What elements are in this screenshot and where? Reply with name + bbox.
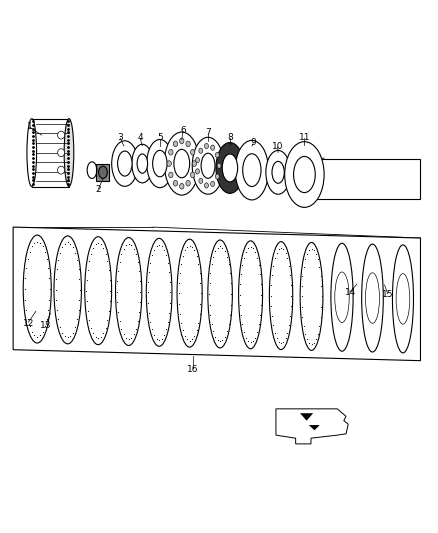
Ellipse shape (235, 140, 268, 200)
Ellipse shape (169, 149, 173, 155)
Ellipse shape (211, 181, 215, 187)
Ellipse shape (186, 180, 190, 186)
Ellipse shape (269, 241, 293, 350)
Ellipse shape (195, 169, 199, 174)
Ellipse shape (205, 143, 208, 149)
Ellipse shape (112, 141, 138, 187)
Ellipse shape (199, 148, 203, 154)
Ellipse shape (173, 141, 178, 147)
Text: 15: 15 (382, 290, 393, 300)
Text: 3: 3 (117, 133, 124, 142)
Ellipse shape (147, 140, 173, 188)
Ellipse shape (392, 245, 413, 353)
Ellipse shape (199, 178, 203, 183)
Ellipse shape (293, 157, 315, 192)
Ellipse shape (59, 264, 77, 315)
Text: 11: 11 (299, 133, 310, 142)
Ellipse shape (54, 236, 81, 344)
Text: 10: 10 (272, 142, 283, 150)
Ellipse shape (169, 172, 173, 178)
Polygon shape (276, 409, 348, 444)
Ellipse shape (186, 141, 190, 147)
Text: 5: 5 (157, 133, 163, 142)
Ellipse shape (215, 174, 219, 179)
Text: 13: 13 (40, 321, 52, 330)
Ellipse shape (205, 183, 208, 188)
Ellipse shape (181, 268, 198, 318)
Ellipse shape (285, 142, 324, 207)
Ellipse shape (85, 237, 112, 345)
Ellipse shape (272, 161, 284, 183)
Text: 14: 14 (345, 288, 356, 297)
Ellipse shape (180, 138, 184, 144)
Polygon shape (13, 227, 420, 361)
Ellipse shape (192, 138, 224, 194)
Ellipse shape (362, 244, 383, 352)
Ellipse shape (117, 151, 132, 176)
Ellipse shape (89, 265, 107, 316)
Text: 6: 6 (180, 126, 186, 135)
Ellipse shape (335, 272, 349, 322)
Ellipse shape (216, 142, 244, 193)
Ellipse shape (211, 145, 215, 150)
Ellipse shape (167, 161, 171, 166)
Ellipse shape (195, 158, 199, 163)
Ellipse shape (173, 180, 178, 186)
Text: 8: 8 (227, 133, 233, 142)
Ellipse shape (208, 240, 233, 348)
Ellipse shape (191, 172, 195, 178)
Text: 4: 4 (138, 133, 143, 142)
Ellipse shape (58, 131, 65, 139)
Ellipse shape (192, 161, 197, 166)
Ellipse shape (164, 132, 199, 195)
Ellipse shape (28, 264, 46, 314)
Ellipse shape (58, 166, 65, 174)
Ellipse shape (180, 183, 184, 189)
Text: 9: 9 (250, 139, 256, 148)
Ellipse shape (243, 270, 258, 320)
Text: 16: 16 (187, 365, 198, 374)
Text: 7: 7 (205, 128, 211, 138)
Ellipse shape (151, 267, 167, 318)
Text: 2: 2 (96, 185, 101, 195)
Ellipse shape (27, 119, 36, 187)
Ellipse shape (152, 150, 167, 177)
Ellipse shape (174, 149, 190, 178)
Ellipse shape (64, 119, 74, 187)
Ellipse shape (137, 154, 148, 173)
Polygon shape (309, 425, 320, 430)
Bar (96, 164, 110, 181)
Ellipse shape (23, 235, 51, 343)
Text: 12: 12 (23, 319, 34, 328)
Ellipse shape (266, 150, 290, 194)
Ellipse shape (116, 238, 142, 345)
Ellipse shape (132, 144, 153, 183)
Ellipse shape (239, 241, 262, 349)
Ellipse shape (300, 243, 323, 350)
Ellipse shape (273, 270, 289, 321)
Ellipse shape (304, 271, 319, 322)
Ellipse shape (58, 149, 65, 157)
Ellipse shape (365, 273, 379, 324)
Ellipse shape (177, 239, 202, 347)
Ellipse shape (146, 238, 172, 346)
Ellipse shape (243, 154, 261, 187)
Polygon shape (300, 413, 313, 421)
Ellipse shape (396, 273, 410, 324)
Ellipse shape (215, 152, 219, 158)
Bar (315, 159, 420, 199)
Ellipse shape (120, 266, 137, 317)
Text: 1: 1 (27, 122, 33, 131)
Ellipse shape (191, 149, 195, 155)
Ellipse shape (212, 269, 228, 319)
Ellipse shape (201, 153, 215, 178)
Ellipse shape (217, 163, 221, 168)
Ellipse shape (331, 243, 353, 351)
Ellipse shape (222, 154, 238, 182)
Ellipse shape (99, 166, 107, 179)
